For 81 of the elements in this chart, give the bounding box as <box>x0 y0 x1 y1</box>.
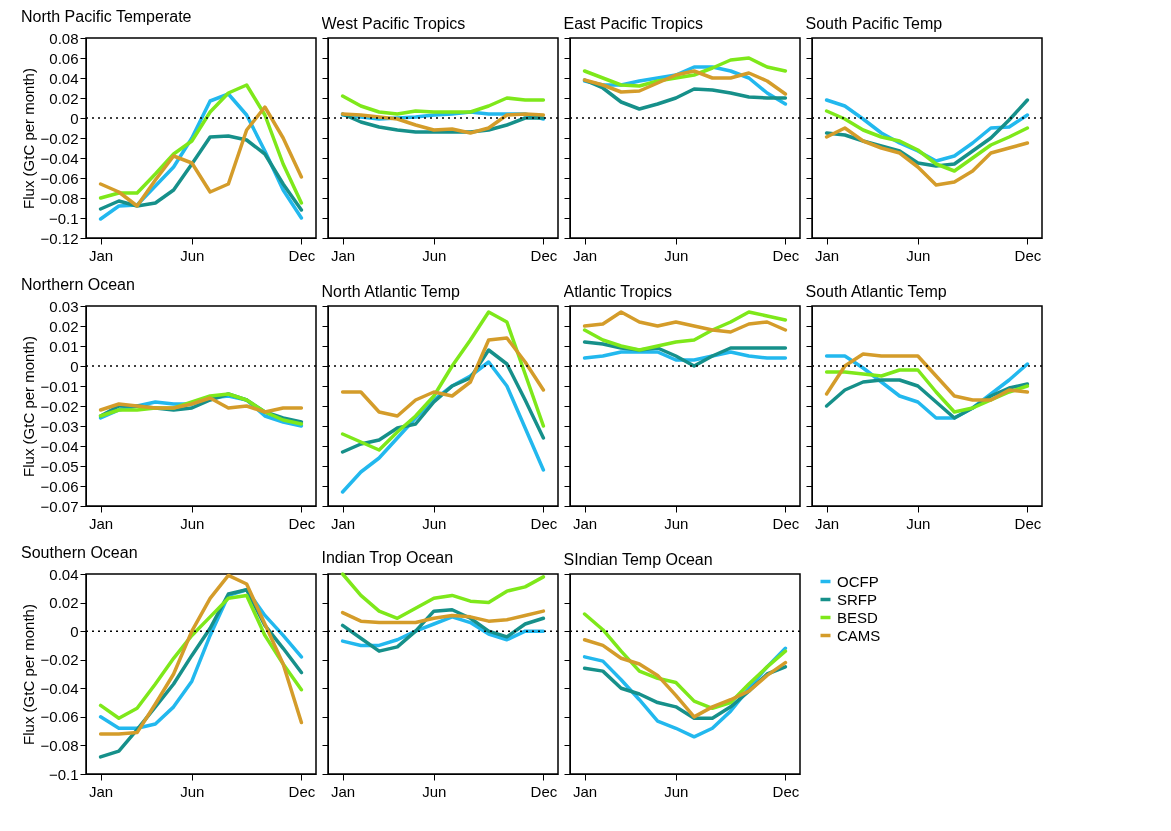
x-tick-label: Jun <box>180 514 205 532</box>
x-tick-label: Dec <box>530 246 558 264</box>
y-tick-label: −0.04 <box>40 437 79 455</box>
y-tick-label: 0.02 <box>49 89 79 107</box>
x-tick-label: Jun <box>906 514 931 532</box>
y-tick-label: −0.1 <box>48 765 79 783</box>
chart-title: Northern Ocean <box>21 276 135 293</box>
chart-title: Indian Trop Ocean <box>321 549 454 567</box>
x-tick-label: Jan <box>331 514 356 532</box>
x-tick-label: Dec <box>530 514 558 532</box>
chart-title: South Pacific Temp <box>805 14 943 32</box>
legend-label: OCFP <box>837 572 879 590</box>
chart-title: West Pacific Tropics <box>321 14 466 32</box>
y-tick-label: 0.04 <box>49 565 79 583</box>
chart-title: SIndian Temp Ocean <box>563 550 713 568</box>
y-tick-label: 0.02 <box>49 317 79 335</box>
x-tick-label: Jan <box>815 514 840 532</box>
y-axis-title: Flux (GtC per month) <box>19 68 37 209</box>
y-tick-label: −0.03 <box>40 417 79 435</box>
x-tick-label: Dec <box>772 514 800 532</box>
chart-title: Southern Ocean <box>21 544 138 561</box>
y-tick-label: 0.06 <box>49 49 79 67</box>
x-tick-label: Jun <box>664 514 689 532</box>
x-tick-label: Jun <box>180 782 205 800</box>
y-tick-label: 0.03 <box>49 297 79 315</box>
y-tick-label: −0.05 <box>40 457 79 475</box>
x-tick-label: Jun <box>422 514 447 532</box>
y-tick-label: −0.08 <box>40 189 79 207</box>
x-tick-label: Jun <box>422 246 447 264</box>
y-tick-label: −0.07 <box>40 497 79 515</box>
y-tick-label: −0.02 <box>40 651 79 669</box>
x-tick-label: Dec <box>288 246 316 264</box>
y-tick-label: −0.06 <box>40 169 79 187</box>
chart-title: South Atlantic Temp <box>805 282 947 300</box>
x-tick-label: Jun <box>664 246 689 264</box>
chart-title: Atlantic Tropics <box>563 282 672 300</box>
y-tick-label: −0.06 <box>40 477 79 495</box>
x-tick-label: Jan <box>89 514 114 532</box>
chart-title: North Atlantic Temp <box>321 282 461 300</box>
x-tick-label: Jan <box>331 782 356 800</box>
y-tick-label: 0 <box>70 357 79 375</box>
chart-title: North Pacific Temperate <box>21 8 192 25</box>
y-tick-label: −0.02 <box>40 129 79 147</box>
x-tick-label: Jun <box>422 782 447 800</box>
y-tick-label: 0 <box>70 109 79 127</box>
y-tick-label: −0.04 <box>40 149 79 167</box>
x-tick-label: Jan <box>331 246 356 264</box>
x-tick-label: Dec <box>288 514 316 532</box>
x-tick-label: Dec <box>772 246 800 264</box>
y-tick-label: −0.01 <box>40 377 79 395</box>
x-tick-label: Dec <box>1014 514 1042 532</box>
x-tick-label: Jun <box>664 782 689 800</box>
x-tick-label: Dec <box>288 782 316 800</box>
x-tick-label: Jan <box>573 782 598 800</box>
legend-label: CAMS <box>837 626 881 644</box>
chart-title: East Pacific Tropics <box>563 14 704 32</box>
y-tick-label: 0.02 <box>49 594 79 612</box>
y-tick-label: −0.06 <box>40 708 79 726</box>
y-tick-label: 0.08 <box>49 29 79 47</box>
y-tick-label: −0.1 <box>48 209 79 227</box>
x-tick-label: Jan <box>89 782 114 800</box>
y-tick-label: −0.08 <box>40 736 79 754</box>
x-tick-label: Dec <box>772 782 800 800</box>
x-tick-label: Jun <box>906 246 931 264</box>
y-axis-title: Flux (GtC per month) <box>19 604 37 745</box>
y-tick-label: 0.01 <box>49 337 79 355</box>
legend-label: SRFP <box>837 590 878 608</box>
y-tick-label: 0.04 <box>49 69 79 87</box>
x-tick-label: Jan <box>815 246 840 264</box>
x-tick-label: Jan <box>89 246 114 264</box>
y-tick-label: −0.12 <box>40 229 79 247</box>
legend-label: BESD <box>837 608 879 626</box>
x-tick-label: Dec <box>1014 246 1042 264</box>
x-tick-label: Jun <box>180 246 205 264</box>
y-tick-label: −0.02 <box>40 397 79 415</box>
x-tick-label: Dec <box>530 782 558 800</box>
y-tick-label: 0 <box>70 622 79 640</box>
y-tick-label: −0.04 <box>40 679 79 697</box>
x-tick-label: Jan <box>573 246 598 264</box>
x-tick-label: Jan <box>573 514 598 532</box>
y-axis-title: Flux (GtC per month) <box>19 336 37 477</box>
